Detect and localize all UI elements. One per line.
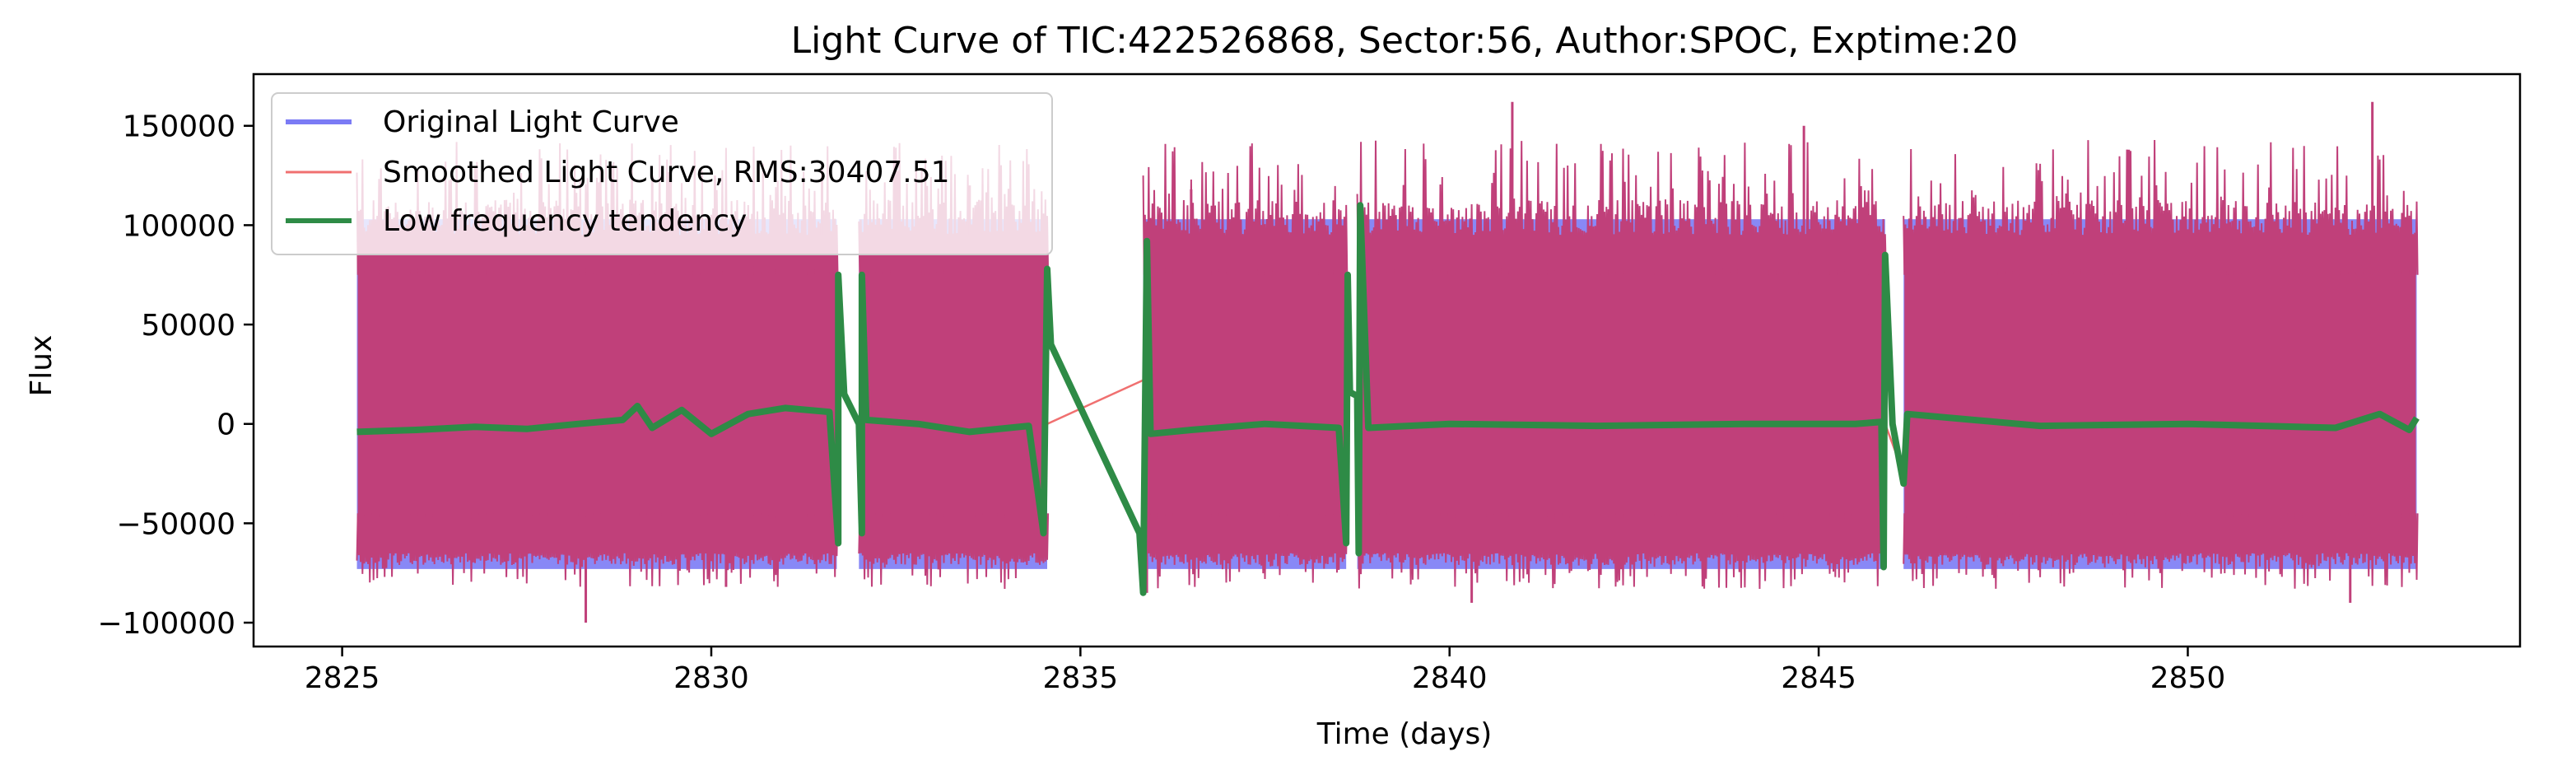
y-tick-label: −100000 xyxy=(97,607,235,641)
smoothed-gap-connection xyxy=(1046,379,1144,425)
x-tick-label: 2840 xyxy=(1412,661,1488,695)
x-tick-label: 2825 xyxy=(305,661,380,695)
x-tick-label: 2845 xyxy=(1781,661,1856,695)
y-tick-label: 150000 xyxy=(123,110,235,144)
plot-frame xyxy=(252,72,2522,648)
lower-noise xyxy=(1142,513,1349,589)
x-tick-label: 2830 xyxy=(673,661,749,695)
upper-noise xyxy=(1356,140,1887,275)
y-axis-label: Flux xyxy=(25,335,58,397)
x-tick-label: 2850 xyxy=(2150,661,2226,695)
y-tick-label: 50000 xyxy=(141,309,235,343)
lower-noise xyxy=(858,513,1050,590)
legend-smoothed-label: Smoothed Light Curve, RMS:30407.51 xyxy=(383,156,950,189)
x-tick-label: 2835 xyxy=(1043,661,1119,695)
smoothed-light-curve-band xyxy=(357,235,2416,553)
lower-noise xyxy=(1356,513,1887,590)
x-axis-ticks: 2825 2830 2835 2840 2845 2850 xyxy=(305,647,2225,695)
x-axis-label: Time (days) xyxy=(1316,717,1493,751)
legend-tendency-label: Low frequency tendency xyxy=(383,204,747,238)
upper-noise xyxy=(1142,143,1349,275)
low-frequency-tendency-line xyxy=(356,202,2420,596)
y-tick-label: −50000 xyxy=(116,507,235,541)
smoothed-band-segment xyxy=(859,235,1046,553)
chart-title: Light Curve of TIC:422526868, Sector:56,… xyxy=(791,20,2019,62)
y-axis-ticks: −100000 −50000 0 50000 100000 150000 xyxy=(97,110,254,641)
y-tick-label: 0 xyxy=(217,409,235,442)
smoothed-band-segment xyxy=(1358,235,1884,553)
upper-noise xyxy=(1903,139,2419,275)
legend-original-label: Original Light Curve xyxy=(383,105,679,139)
lower-noise xyxy=(1903,513,2419,589)
lower-noise xyxy=(356,513,839,587)
low-frequency-tendency-layer xyxy=(356,202,2420,596)
plot-area xyxy=(356,101,2420,623)
smoothed-band-segment xyxy=(1904,235,2416,553)
y-tick-label: 100000 xyxy=(123,209,235,243)
legend: Original Light Curve Smoothed Light Curv… xyxy=(271,92,1053,255)
legend-box xyxy=(271,92,1053,255)
smoothed-band-segment xyxy=(357,235,836,553)
smoothed-band-segment xyxy=(1144,235,1346,553)
